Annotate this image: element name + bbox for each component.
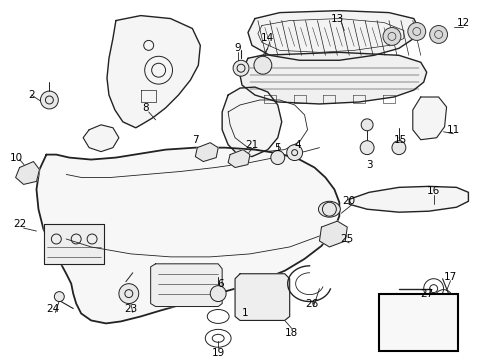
Text: 2: 2	[28, 90, 35, 100]
Polygon shape	[227, 150, 249, 167]
Text: 13: 13	[330, 14, 343, 23]
Text: 17: 17	[443, 272, 456, 282]
Text: 12: 12	[456, 18, 469, 27]
Circle shape	[286, 145, 302, 161]
Polygon shape	[44, 224, 104, 264]
Bar	[378, 294, 457, 351]
Polygon shape	[240, 52, 426, 104]
Circle shape	[119, 284, 139, 303]
Circle shape	[391, 141, 405, 154]
Circle shape	[361, 119, 372, 131]
Text: 6: 6	[216, 279, 223, 289]
Text: 10: 10	[10, 153, 23, 163]
Text: 27: 27	[419, 289, 432, 298]
Text: 21: 21	[245, 140, 258, 150]
Circle shape	[270, 150, 284, 165]
Text: 23: 23	[124, 303, 137, 314]
Text: 20: 20	[342, 196, 355, 206]
Polygon shape	[37, 148, 339, 323]
Ellipse shape	[318, 201, 340, 217]
Polygon shape	[412, 97, 446, 140]
Text: 22: 22	[13, 219, 26, 229]
Circle shape	[41, 91, 58, 109]
Polygon shape	[195, 143, 218, 162]
Polygon shape	[16, 162, 40, 184]
Text: 9: 9	[234, 43, 241, 53]
Polygon shape	[222, 87, 281, 157]
Polygon shape	[235, 274, 289, 320]
Circle shape	[253, 56, 271, 74]
Polygon shape	[247, 11, 418, 60]
Circle shape	[210, 286, 225, 302]
Text: 1: 1	[241, 309, 248, 319]
Text: 15: 15	[393, 135, 407, 145]
Circle shape	[429, 26, 447, 44]
Text: 19: 19	[211, 348, 224, 358]
Circle shape	[382, 27, 400, 45]
Circle shape	[54, 292, 64, 302]
Polygon shape	[348, 186, 468, 212]
Text: 11: 11	[446, 125, 459, 135]
Text: 3: 3	[365, 159, 372, 170]
Polygon shape	[83, 125, 119, 152]
Polygon shape	[107, 15, 200, 128]
Text: 14: 14	[261, 33, 274, 44]
Text: 24: 24	[47, 303, 60, 314]
Text: 25: 25	[340, 234, 353, 244]
Circle shape	[233, 60, 248, 76]
Circle shape	[407, 23, 425, 40]
Text: 4: 4	[294, 140, 300, 150]
Text: 8: 8	[142, 103, 149, 113]
Text: 18: 18	[285, 328, 298, 338]
Circle shape	[360, 141, 373, 154]
Text: 5: 5	[274, 143, 281, 153]
Polygon shape	[150, 264, 222, 306]
Text: 16: 16	[426, 186, 439, 196]
Text: 26: 26	[305, 298, 318, 309]
Polygon shape	[319, 221, 346, 247]
Text: 7: 7	[192, 135, 198, 145]
